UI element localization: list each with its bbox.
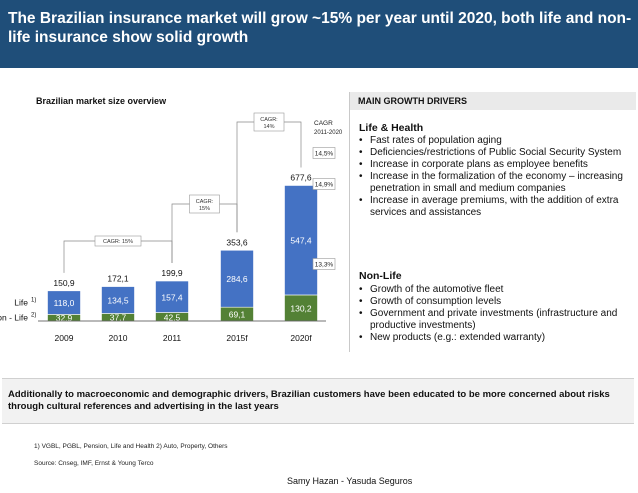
bar-life bbox=[155, 280, 189, 313]
cagr-total-badge: 14,5% bbox=[315, 151, 334, 158]
life-section-title: Life & Health bbox=[359, 122, 424, 134]
total-label: 150,9 bbox=[53, 278, 75, 288]
data-label-life: 547,4 bbox=[290, 236, 312, 246]
legend-life-footnote: 1) bbox=[31, 298, 36, 304]
list-item: Government and private investments (infr… bbox=[359, 308, 631, 332]
legend-nonlife-footnote: 2) bbox=[31, 313, 36, 319]
cagr-total-badge-box bbox=[312, 147, 336, 159]
total-label: 353,6 bbox=[226, 237, 248, 247]
cagr-box bbox=[94, 235, 142, 247]
list-item: Growth of consumption levels bbox=[359, 296, 631, 308]
data-label-nonlife: 69,1 bbox=[229, 310, 246, 320]
drivers-heading-bar: MAIN GROWTH DRIVERS bbox=[350, 92, 636, 110]
list-item: Fast rates of population aging bbox=[359, 135, 631, 147]
cagr-side-subtitle: 2011-2020 bbox=[314, 130, 343, 136]
footnote-definitions: 1) VGBL, PGBL, Pension, Life and Health … bbox=[34, 443, 228, 450]
data-label-life: 157,4 bbox=[161, 292, 183, 302]
list-item: Increase in the formalization of the eco… bbox=[359, 171, 631, 195]
cagr-nonlife-badge: 13,3% bbox=[315, 262, 334, 269]
list-item: Increase in corporate plans as employee … bbox=[359, 159, 631, 171]
cagr-life-badge: 14,9% bbox=[315, 182, 334, 189]
footnote-source: Source: Cnseg, IMF, Ernst & Young Terco bbox=[34, 460, 154, 467]
list-item: Deficiencies/restrictions of Public Soci… bbox=[359, 147, 631, 159]
author-credit: Samy Hazan - Yasuda Seguros bbox=[287, 476, 413, 486]
cagr-text: CAGR: bbox=[196, 199, 214, 205]
data-label-nonlife: 42,5 bbox=[164, 312, 181, 322]
chart-title: Brazilian market size overview bbox=[36, 96, 167, 106]
cagr-box bbox=[189, 194, 220, 214]
data-label-nonlife: 130,2 bbox=[290, 303, 312, 313]
market-size-chart: 32,9 118,0 150,9 2009 37,7 134,5 172,1 2010 42,5… bbox=[0, 112, 343, 343]
drivers-heading: MAIN GROWTH DRIVERS bbox=[358, 96, 467, 106]
x-tick-label: 2009 bbox=[55, 333, 74, 343]
cagr-text: CAGR: 15% bbox=[103, 239, 133, 245]
list-item: Increase in average premiums, with the a… bbox=[359, 195, 631, 219]
cagr-text: CAGR: bbox=[260, 117, 278, 123]
data-label-nonlife: 32,9 bbox=[56, 313, 73, 323]
title-bar: The Brazilian insurance market will grow… bbox=[0, 0, 638, 68]
x-tick-label: 2020f bbox=[290, 333, 312, 343]
x-tick-label: 2011 bbox=[163, 333, 182, 343]
bar-life bbox=[220, 249, 254, 308]
total-label: 172,1 bbox=[107, 274, 129, 284]
legend-life: Life bbox=[14, 298, 28, 308]
cagr-life-badge-box bbox=[312, 178, 336, 190]
bar-life bbox=[101, 286, 135, 314]
data-label-life: 118,0 bbox=[54, 298, 75, 308]
data-label-life: 134,5 bbox=[107, 296, 129, 306]
cagr-text-value: 15% bbox=[199, 206, 210, 212]
nonlife-section-title: Non-Life bbox=[359, 270, 402, 282]
legend-nonlife: Non - Life bbox=[0, 313, 28, 323]
cagr-side-title: CAGR bbox=[314, 120, 333, 127]
summary-note: Additionally to macroeconomic and demogr… bbox=[8, 389, 610, 412]
life-drivers-list: Fast rates of population aging Deficienc… bbox=[359, 135, 631, 219]
growth-drivers-panel: MAIN GROWTH DRIVERS Life & Health Fast r… bbox=[349, 92, 636, 352]
list-item: New products (e.g.: extended warranty) bbox=[359, 332, 631, 344]
x-tick-label: 2015f bbox=[226, 333, 248, 343]
nonlife-drivers-list: Growth of the automotive fleet Growth of… bbox=[359, 284, 631, 344]
total-label: 199,9 bbox=[161, 268, 183, 278]
bar-life bbox=[47, 290, 81, 315]
cagr-nonlife-badge-box bbox=[312, 258, 336, 270]
cagr-text-value: 14% bbox=[263, 124, 274, 130]
list-item: Growth of the automotive fleet bbox=[359, 284, 631, 296]
data-label-life: 284,6 bbox=[226, 274, 248, 284]
summary-note-box: Additionally to macroeconomic and demogr… bbox=[2, 378, 634, 424]
bar-life bbox=[284, 185, 318, 296]
x-tick-label: 2010 bbox=[109, 333, 128, 343]
cagr-box bbox=[253, 112, 285, 132]
page-title: The Brazilian insurance market will grow… bbox=[8, 10, 632, 46]
data-label-nonlife: 37,7 bbox=[110, 313, 127, 323]
total-label: 677,6 bbox=[290, 172, 312, 182]
